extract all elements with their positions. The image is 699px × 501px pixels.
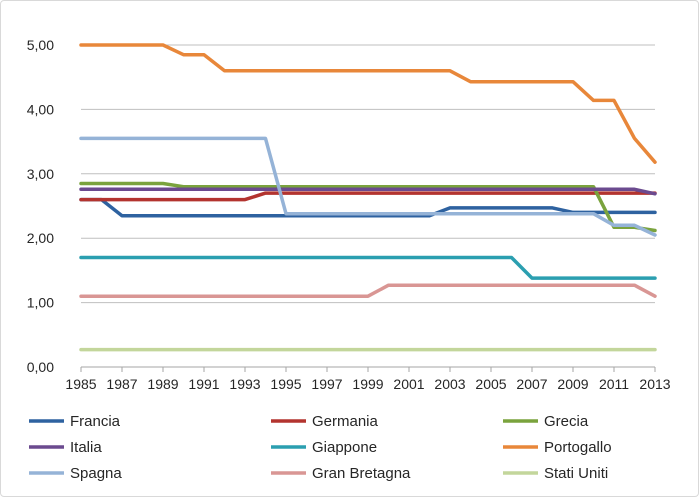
legend: Francia Germania Grecia Italia Giappone Porto… — [29, 413, 612, 482]
y-tick-label: 0,00 — [27, 359, 54, 375]
series-line-spagna — [79, 136, 657, 237]
gridlines — [80, 44, 656, 372]
y-tick-label: 3,00 — [27, 166, 54, 182]
legend-item: Italia — [29, 439, 102, 456]
legend-label: Italia — [70, 439, 102, 456]
legend-label: Germania — [312, 413, 379, 430]
y-tick-label: 4,00 — [27, 101, 54, 117]
x-tick-label: 1995 — [270, 376, 301, 392]
x-axis-tick-labels: 1985 1987 1989 1991 1993 1995 1997 1999 2001 2003… — [65, 376, 670, 392]
legend-label: Gran Bretagna — [312, 465, 411, 482]
x-tick-label: 1997 — [311, 376, 342, 392]
y-tick-label: 5,00 — [27, 37, 54, 53]
x-tick-label: 2005 — [475, 376, 506, 392]
legend-item: Francia — [29, 413, 121, 430]
legend-item: Germania — [271, 413, 379, 430]
series-lines — [79, 43, 657, 352]
series-line-gran-bretagna — [79, 283, 657, 298]
series-line-giappone — [79, 255, 657, 280]
series-line-germania — [79, 191, 657, 202]
legend-item: Gran Bretagna — [271, 465, 411, 482]
y-axis-tick-labels: 0,00 1,00 2,00 3,00 4,00 5,00 — [27, 37, 54, 375]
x-tick-label: 1987 — [106, 376, 137, 392]
x-tick-label: 2001 — [393, 376, 424, 392]
x-tick-label: 2009 — [557, 376, 588, 392]
x-tick-label: 1991 — [188, 376, 219, 392]
x-tick-label: 1989 — [147, 376, 178, 392]
legend-label: Grecia — [544, 413, 589, 430]
legend-label: Francia — [70, 413, 121, 430]
legend-item: Giappone — [271, 439, 377, 456]
legend-item: Spagna — [29, 465, 122, 482]
y-tick-label: 2,00 — [27, 230, 54, 246]
x-tick-label: 2013 — [639, 376, 670, 392]
legend-label: Giappone — [312, 439, 377, 456]
x-tick-label: 2011 — [599, 376, 629, 392]
x-tick-label: 1999 — [352, 376, 383, 392]
series-line-portogallo — [79, 43, 657, 164]
x-tick-label: 1993 — [229, 376, 260, 392]
x-tick-label: 1985 — [65, 376, 96, 392]
x-tick-label: 2007 — [516, 376, 547, 392]
series-line-grecia — [79, 181, 657, 233]
y-tick-label: 1,00 — [27, 295, 54, 311]
legend-item: Portogallo — [503, 439, 612, 456]
x-tick-label: 2003 — [434, 376, 465, 392]
legend-label: Portogallo — [544, 439, 612, 456]
legend-label: Stati Uniti — [544, 465, 608, 482]
legend-label: Spagna — [70, 465, 122, 482]
legend-item: Grecia — [503, 413, 589, 430]
series-line-francia — [79, 197, 657, 218]
legend-item: Stati Uniti — [503, 465, 608, 482]
series-line-italia — [79, 187, 657, 196]
